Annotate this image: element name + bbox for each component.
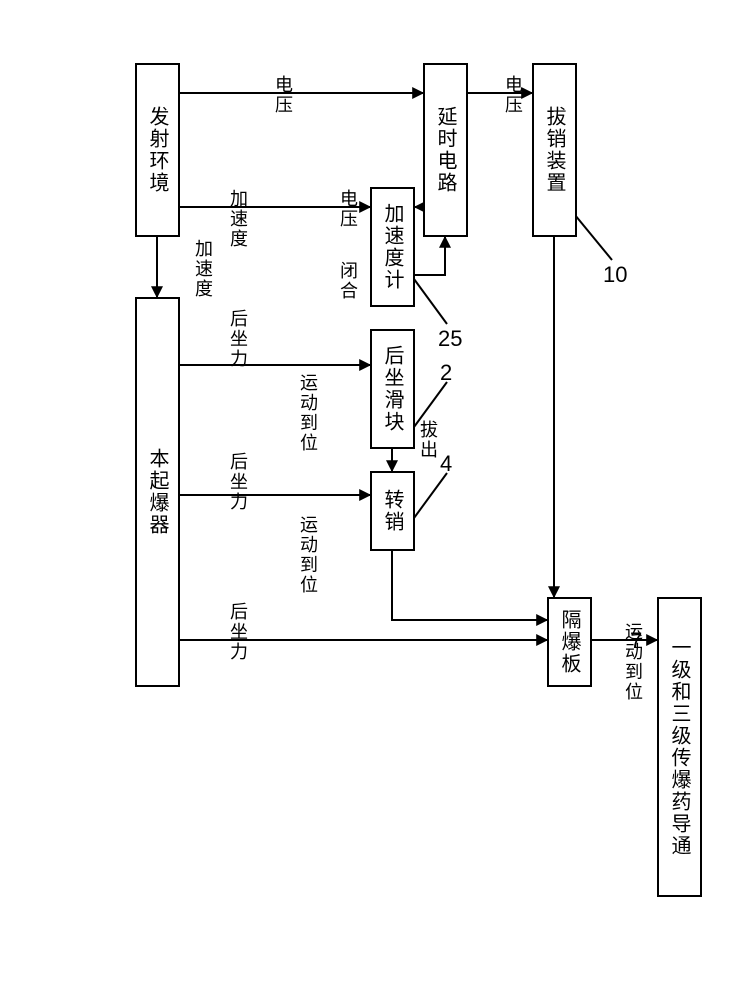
edge-label-launch_env-accel: 加速度 [225, 189, 251, 249]
edge-label-detonator-recoil_block: 后坐力 [225, 309, 251, 369]
callout-2: 2 [440, 360, 452, 386]
node-recoil_block-label: 后坐滑块 [378, 345, 407, 433]
callout-line-10 [575, 215, 612, 260]
node-rot_pin-label: 转销 [378, 489, 407, 533]
callout-line-4 [414, 473, 447, 518]
node-delay-label: 延时电路 [431, 106, 460, 194]
node-launch_env: 发射环境 [135, 63, 180, 237]
edge-label-recoil_block-rot_pin: 运动到位 [295, 373, 321, 453]
edge-label-launch_env-delay: 电压 [270, 75, 296, 115]
edge-label-delay-accel: 电压 [335, 189, 361, 229]
node-delay: 延时电路 [423, 63, 468, 237]
node-detonator: 本起爆器 [135, 297, 180, 687]
node-recoil_block: 后坐滑块 [370, 329, 415, 449]
edge-label-launch_env-detonator: 加速度 [190, 239, 216, 299]
flowchart-canvas: 发射环境本起爆器 延时电路加速度计后坐滑块转销 拔销装置隔爆板 一级和三级传爆药导通 加… [0, 0, 735, 1000]
node-isol_board-label: 隔爆板 [555, 609, 584, 675]
edge-rot_pin-isol_board [392, 551, 547, 620]
edge-label-rot_pin-isol_board: 运动到位 [295, 515, 321, 595]
callout-7: 7 [630, 628, 642, 654]
node-launch_env-label: 发射环境 [143, 106, 172, 194]
node-rot_pin: 转销 [370, 471, 415, 551]
node-detonator-label: 本起爆器 [143, 448, 172, 536]
node-booster: 一级和三级传爆药导通 [657, 597, 702, 897]
edge-label-pin_puller-isol_board: 拔出 [415, 420, 441, 460]
callout-25: 25 [438, 326, 462, 352]
edges-layer [0, 0, 735, 1000]
callout-4: 4 [440, 451, 452, 477]
callout-10: 10 [603, 262, 627, 288]
node-accel: 加速度计 [370, 187, 415, 307]
node-accel-label: 加速度计 [378, 203, 407, 291]
node-pin_puller: 拔销装置 [532, 63, 577, 237]
node-isol_board: 隔爆板 [547, 597, 592, 687]
node-booster-label: 一级和三级传爆药导通 [665, 637, 694, 857]
node-pin_puller-label: 拔销装置 [540, 106, 569, 194]
edge-label-delay-pin_puller: 电压 [500, 75, 526, 115]
edge-label-accel-delay: 闭合 [335, 261, 361, 301]
edge-label-detonator-isol_board: 后坐力 [225, 602, 251, 662]
edge-label-detonator-rot_pin: 后坐力 [225, 452, 251, 512]
callout-line-25 [414, 279, 447, 324]
edge-accel-delay [415, 237, 445, 275]
